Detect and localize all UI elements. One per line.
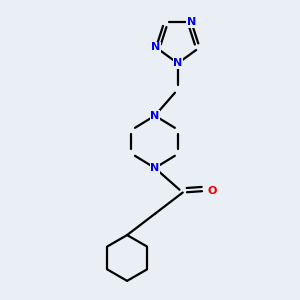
- Text: O: O: [208, 186, 217, 196]
- Text: N: N: [187, 17, 196, 27]
- Text: N: N: [173, 58, 182, 68]
- Text: N: N: [150, 111, 160, 121]
- Text: N: N: [150, 163, 160, 173]
- Text: N: N: [152, 43, 161, 52]
